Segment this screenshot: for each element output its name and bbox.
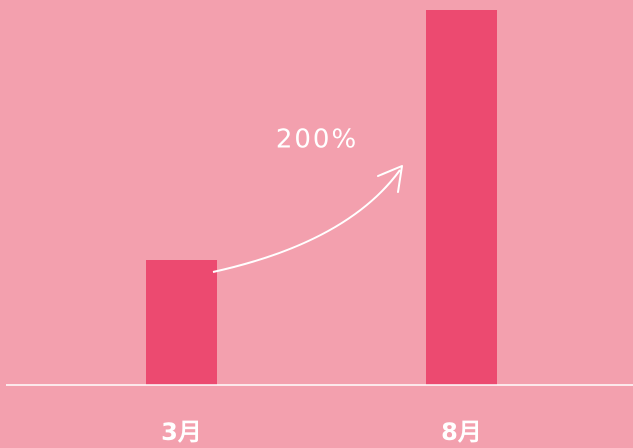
x-tick-label: 8月 bbox=[441, 418, 482, 446]
growth-arrow bbox=[212, 169, 401, 273]
bar bbox=[146, 260, 217, 385]
x-tick-label: 3月 bbox=[161, 418, 202, 446]
annotation: 200% bbox=[276, 125, 358, 155]
arrow-head bbox=[377, 165, 403, 193]
bar bbox=[426, 10, 497, 385]
